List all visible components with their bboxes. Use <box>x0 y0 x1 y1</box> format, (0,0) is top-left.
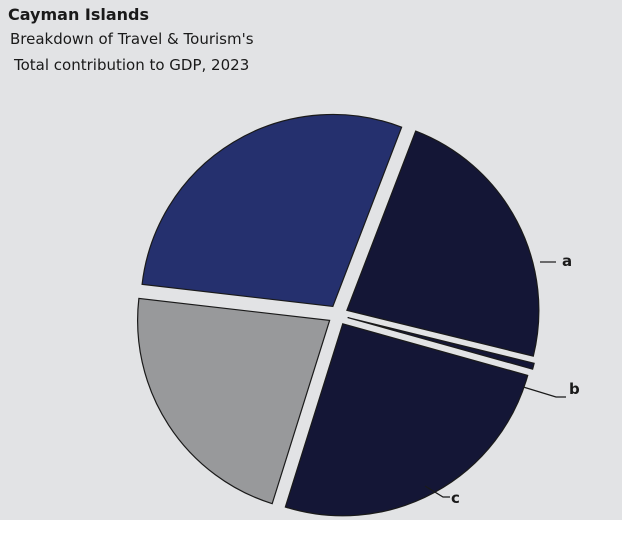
leader-line-c <box>424 485 450 498</box>
pie-slice-b <box>347 316 535 370</box>
slice-label-a: a <box>562 252 572 270</box>
chart-subtitle-line-2: Total contribution to GDP, 2023 <box>14 56 250 74</box>
pie-slice-a <box>346 130 540 357</box>
chart-subtitle-line-1: Breakdown of Travel & Tourism's <box>10 30 254 48</box>
pie-slice-4 <box>141 113 403 308</box>
pie-slice-3 <box>137 297 331 505</box>
pie-chart: a b c <box>137 113 580 517</box>
chart-title: Cayman Islands <box>8 5 150 24</box>
slice-label-b: b <box>569 380 580 398</box>
pie-slice-c <box>284 323 529 517</box>
slice-label-c: c <box>451 489 460 507</box>
leader-line-b <box>519 385 566 398</box>
chart-card: Cayman Islands Breakdown of Travel & Tou… <box>0 0 622 520</box>
